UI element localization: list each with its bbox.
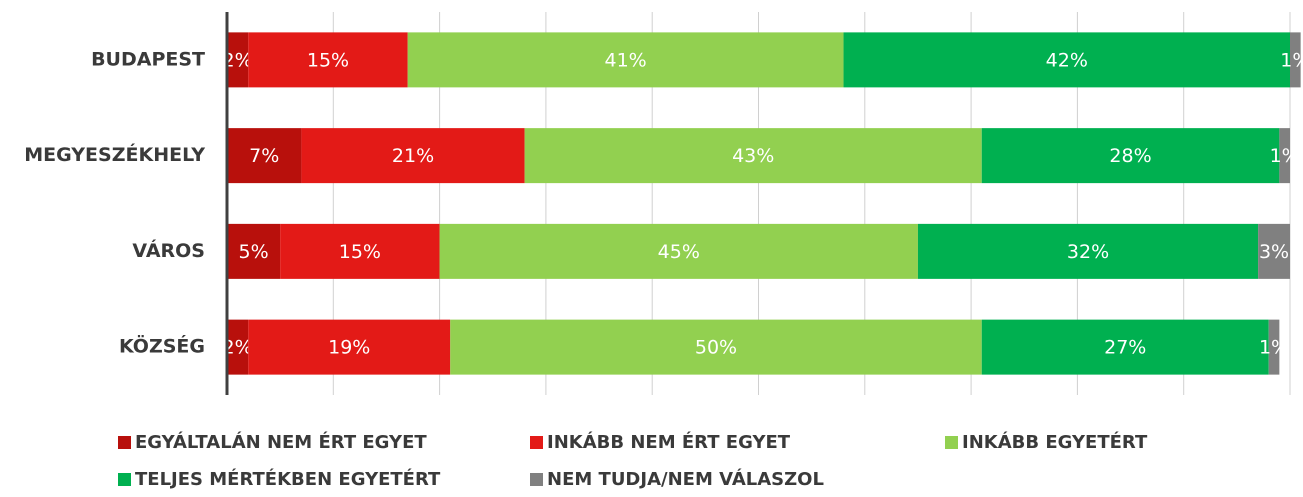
value-label: 41% — [605, 49, 647, 71]
value-label: 1% — [1280, 49, 1303, 71]
bar-segment — [227, 32, 249, 88]
bar-segment — [981, 319, 1269, 375]
category-label: KÖZSÉG — [119, 334, 205, 358]
value-label: 50% — [695, 337, 737, 359]
category-label: MEGYESZÉKHELY — [24, 143, 205, 166]
value-label: 3% — [1259, 241, 1289, 263]
value-label: 5% — [238, 241, 268, 263]
value-label: 32% — [1067, 241, 1109, 263]
value-label: 28% — [1109, 145, 1151, 167]
bar-segment — [843, 32, 1290, 88]
bar-segment — [407, 32, 844, 88]
value-label: 27% — [1104, 337, 1146, 359]
bar-segment — [227, 128, 302, 184]
legend-label: INKÁBB NEM ÉRT EGYET — [547, 431, 791, 453]
legend-label: NEM TUDJA/NEM VÁLASZOL — [547, 468, 824, 490]
value-label: 21% — [392, 145, 434, 167]
value-label: 15% — [339, 241, 381, 263]
legend-swatch — [530, 473, 543, 486]
bar-segment — [450, 319, 982, 375]
bar-segment — [524, 128, 982, 184]
bar-segment — [1268, 319, 1280, 375]
legend-swatch — [118, 436, 131, 449]
legend-label: EGYÁLTALÁN NEM ÉRT EGYET — [135, 431, 427, 453]
bar-segment — [301, 128, 525, 184]
bar-segment — [1258, 223, 1290, 279]
value-label: 42% — [1046, 49, 1088, 71]
value-label: 45% — [658, 241, 700, 263]
value-label: 19% — [328, 337, 370, 359]
legend-swatch — [530, 436, 543, 449]
legend-label: TELJES MÉRTÉKBEN EGYETÉRT — [135, 468, 441, 490]
value-label: 43% — [732, 145, 774, 167]
legend-swatch — [118, 473, 131, 486]
bar-segment — [981, 128, 1280, 184]
value-label: 7% — [249, 145, 279, 167]
bar-segment — [280, 223, 440, 279]
bar-segment — [1290, 32, 1301, 88]
bar-segment — [917, 223, 1259, 279]
bar-segment — [439, 223, 918, 279]
category-label: BUDAPEST — [91, 48, 205, 70]
legend-swatch — [945, 436, 958, 449]
category-label: VÁROS — [132, 239, 205, 262]
bar-segment — [248, 319, 451, 375]
value-label: 1% — [1259, 337, 1289, 359]
legend-label: INKÁBB EGYETÉRT — [962, 431, 1148, 453]
value-label: 2% — [223, 337, 253, 359]
value-label: 15% — [307, 49, 349, 71]
value-label: 1% — [1270, 145, 1300, 167]
bar-segment — [227, 319, 249, 375]
bar-segment — [227, 223, 281, 279]
bar-segment — [1279, 128, 1290, 184]
bar-segment — [248, 32, 408, 88]
value-label: 2% — [223, 49, 253, 71]
